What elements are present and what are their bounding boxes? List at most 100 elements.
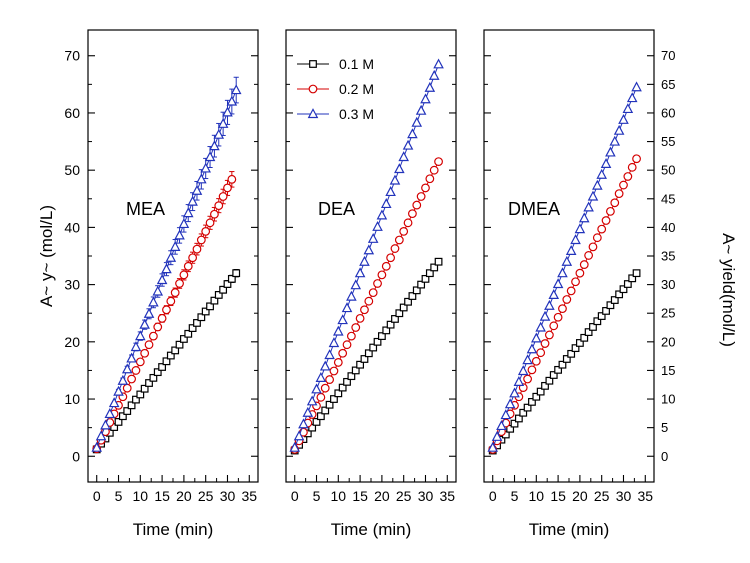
data-point-circle	[553, 312, 563, 322]
data-point-triangle	[306, 395, 318, 406]
data-point-square	[412, 286, 421, 295]
data-point-square	[549, 371, 558, 379]
data-point-square	[377, 332, 386, 341]
data-point-square	[506, 424, 515, 433]
data-point-triangle	[496, 420, 507, 431]
data-point-triangle	[293, 430, 305, 441]
data-point-square	[528, 397, 536, 406]
x-axis-label-1: Time (min)	[133, 520, 214, 539]
series-0.3-m	[91, 76, 242, 452]
data-point-triangle	[191, 184, 203, 195]
data-point-circle	[329, 366, 339, 376]
x-tick-label: 10	[133, 488, 149, 504]
data-point-circle	[536, 348, 546, 358]
data-point-square	[171, 346, 180, 355]
data-point-square	[434, 257, 443, 266]
data-point-circle	[135, 357, 145, 367]
data-point-triangle	[504, 398, 516, 409]
data-point-circle	[144, 340, 154, 350]
data-point-circle	[632, 154, 641, 164]
data-point-circle	[558, 304, 567, 314]
data-point-triangle	[526, 343, 538, 354]
data-point-circle	[157, 313, 167, 323]
x-tick-label: 0	[93, 488, 101, 504]
y-tick-label: 50	[64, 162, 80, 178]
data-point-square	[373, 337, 382, 346]
data-point-square	[584, 328, 593, 336]
data-point-circle	[338, 348, 348, 358]
data-point-square	[623, 280, 632, 288]
data-point-circle	[223, 183, 232, 193]
data-point-square	[179, 335, 188, 343]
data-point-circle	[394, 235, 404, 245]
data-point-square	[132, 395, 140, 404]
data-point-triangle	[402, 139, 414, 150]
data-point-square	[193, 319, 201, 327]
data-point-circle	[412, 200, 422, 210]
data-point-square	[571, 344, 580, 353]
x-tick-label: 35	[241, 488, 257, 504]
data-point-triangle	[363, 244, 375, 255]
data-point-square	[404, 297, 412, 306]
series-line	[492, 87, 638, 448]
data-point-circle	[531, 356, 541, 366]
data-point-square	[628, 274, 637, 283]
data-point-triangle	[411, 116, 423, 127]
data-point-triangle	[182, 207, 194, 218]
data-point-triangle	[148, 296, 159, 307]
data-point-triangle	[289, 441, 301, 452]
data-point-triangle	[337, 314, 348, 325]
data-point-square	[425, 269, 434, 278]
data-point-circle	[196, 235, 206, 245]
y-right-tick-label: 5	[661, 420, 668, 435]
legend-label: 0.3 M	[339, 106, 374, 122]
data-point-triangle	[517, 365, 529, 376]
series-line	[294, 161, 440, 450]
y-right-tick-label: 50	[661, 163, 675, 178]
data-point-square	[316, 412, 325, 421]
x-tick-label: 35	[439, 488, 455, 504]
data-point-triangle	[196, 173, 207, 184]
data-point-circle	[562, 295, 572, 304]
data-point-triangle	[178, 218, 190, 229]
data-point-triangle	[333, 325, 344, 336]
data-point-triangle	[513, 375, 525, 386]
data-point-triangle	[100, 419, 111, 430]
data-point-square	[421, 274, 430, 283]
x-tick-label: 5	[313, 488, 321, 504]
data-point-circle	[368, 288, 378, 298]
data-point-square	[232, 269, 241, 278]
data-point-circle	[571, 277, 580, 287]
data-point-square	[149, 373, 158, 382]
data-point-triangle	[605, 146, 616, 157]
data-point-circle	[627, 162, 637, 172]
data-point-square	[145, 379, 153, 387]
data-point-circle	[214, 201, 224, 211]
data-point-square	[430, 263, 439, 272]
panel-dea: 0 5 10 15 20 25 30 35	[285, 29, 457, 504]
x-tick-label: 0	[291, 488, 299, 504]
data-point-triangle	[104, 408, 116, 419]
data-point-triangle	[222, 106, 233, 117]
x-tick-label: 10	[331, 488, 347, 504]
data-point-circle	[355, 313, 365, 323]
x-tick-label: 25	[198, 488, 214, 504]
x-tick-label: 10	[529, 488, 545, 504]
x-tick-label: 15	[154, 488, 170, 504]
data-point-triangle	[561, 255, 573, 266]
data-point-triangle	[407, 128, 418, 139]
data-point-square	[321, 406, 330, 415]
data-point-square	[166, 351, 175, 360]
data-point-triangle	[415, 104, 427, 115]
data-point-triangle	[328, 337, 340, 348]
data-point-square	[227, 274, 236, 283]
data-point-circle	[619, 180, 628, 190]
x-tick-label: 25	[594, 488, 610, 504]
data-point-circle	[588, 242, 598, 252]
data-point-triangle	[319, 360, 331, 371]
data-point-square	[399, 303, 408, 312]
series-0.1-m	[92, 269, 241, 454]
series-0.3-m	[289, 58, 444, 452]
data-point-circle	[227, 174, 237, 184]
